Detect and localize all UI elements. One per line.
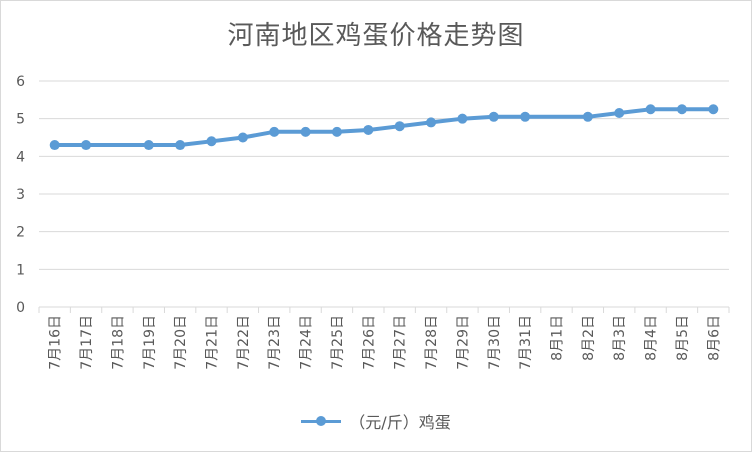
data-point: [520, 111, 531, 122]
data-point: [237, 132, 248, 143]
data-point: [488, 111, 499, 122]
x-tick-label: 7月16日: [48, 315, 64, 370]
data-point: [81, 140, 92, 151]
y-tick-label: 6: [16, 74, 25, 90]
x-tick-label: 7月22日: [236, 315, 252, 370]
data-point: [331, 126, 342, 137]
legend: （元/斤）鸡蛋: [1, 409, 751, 433]
x-tick-label: 7月31日: [518, 315, 534, 370]
data-point: [206, 136, 217, 147]
x-tick-label: 7月25日: [330, 315, 346, 370]
y-tick-label: 5: [16, 112, 25, 128]
data-point: [143, 140, 154, 151]
x-tick-label: 7月27日: [393, 315, 409, 370]
x-tick-label: 8月2日: [581, 315, 597, 361]
chart-title: 河南地区鸡蛋价格走势图: [227, 21, 525, 51]
x-tick-label: 8月3日: [612, 315, 628, 361]
data-point: [363, 124, 374, 135]
x-tick-label: 7月21日: [205, 315, 221, 370]
x-tick-label: 7月30日: [487, 315, 503, 370]
data-point: [175, 140, 186, 151]
data-point: [582, 111, 593, 122]
data-point: [457, 113, 468, 124]
data-point: [614, 108, 625, 119]
legend-label: （元/斤）鸡蛋: [349, 413, 451, 432]
x-tick-label: 7月18日: [110, 315, 126, 370]
series-line: [52, 107, 716, 147]
x-tick-label: 7月17日: [79, 315, 95, 370]
x-tick-label: 7月24日: [299, 315, 315, 370]
data-point: [708, 104, 719, 115]
x-tick-label: 7月20日: [173, 315, 189, 370]
data-point: [49, 140, 60, 151]
x-tick-label: 7月23日: [267, 315, 283, 370]
x-tick-label: 8月6日: [706, 315, 722, 361]
y-tick-label: 3: [16, 187, 25, 203]
x-tick-label: 8月4日: [644, 315, 660, 361]
data-point: [300, 126, 311, 137]
y-tick-label: 4: [16, 149, 25, 165]
data-point: [269, 126, 280, 137]
legend-marker-icon: [301, 413, 342, 429]
data-point: [394, 121, 405, 132]
y-tick-label: 1: [16, 262, 25, 278]
chart-plot: 0 1 2 3 4 5 6 7月16日 7月17日 7月18日 7月19日 7月20日 7月21日 7月2…: [16, 74, 730, 370]
x-tick-label: 7月26日: [361, 315, 377, 370]
x-tick-label: 7月28日: [424, 315, 440, 370]
y-tick-label: 2: [16, 225, 25, 241]
x-tick-label: 7月29日: [455, 315, 471, 370]
data-point: [426, 117, 437, 128]
y-tick-label: 0: [16, 300, 25, 316]
data-point: [676, 104, 687, 115]
data-point: [645, 104, 656, 115]
x-tick-label: 8月5日: [675, 315, 691, 361]
x-tick-label: 7月19日: [142, 315, 158, 370]
x-tick-label: 8月1日: [550, 315, 566, 361]
